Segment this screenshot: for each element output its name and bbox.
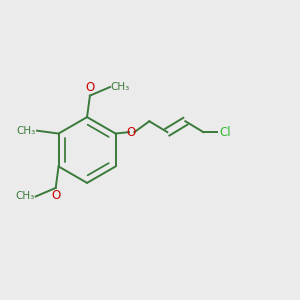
- Text: Cl: Cl: [219, 126, 231, 139]
- Text: O: O: [51, 189, 60, 202]
- Text: CH₃: CH₃: [111, 82, 130, 92]
- Text: CH₃: CH₃: [16, 191, 35, 202]
- Text: CH₃: CH₃: [17, 126, 36, 136]
- Text: O: O: [85, 82, 94, 94]
- Text: O: O: [127, 126, 136, 139]
